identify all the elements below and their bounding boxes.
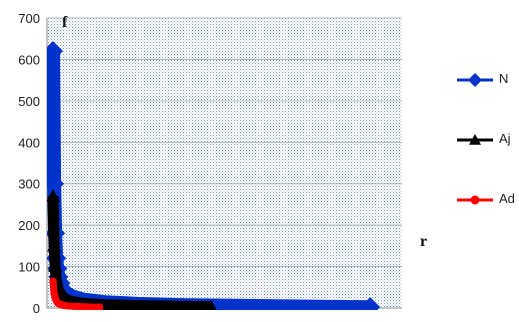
y-tick-label: 0 — [33, 301, 40, 316]
data-point — [47, 189, 60, 202]
gridlines — [47, 17, 402, 267]
legend-item-ad: Ad — [455, 190, 519, 210]
legend: N Aj Ad — [455, 70, 519, 250]
plot-area — [47, 18, 402, 308]
legend-swatch — [457, 134, 493, 145]
data-point — [469, 134, 481, 145]
data-point — [205, 299, 217, 310]
data-point — [58, 301, 67, 309]
y-tick-label: 300 — [18, 177, 40, 192]
data-point — [49, 277, 57, 285]
y-tick-labels: 0 100 200 300 400 500 600 700 — [18, 11, 40, 316]
legend-swatch — [457, 195, 493, 205]
y-axis-label: f — [62, 14, 68, 31]
data-point — [48, 259, 63, 273]
y-tick-label: 700 — [18, 11, 40, 26]
legend-label: Ad — [499, 191, 515, 206]
data-point — [47, 238, 62, 252]
legend-item-aj: Aj — [455, 130, 519, 150]
data-point — [360, 297, 381, 310]
legend-label: Aj — [499, 131, 511, 146]
data-point — [470, 195, 480, 205]
series-group — [47, 41, 381, 310]
x-axis-label: r — [420, 233, 427, 250]
y-tick-label: 100 — [18, 260, 40, 275]
data-point — [468, 73, 482, 87]
data-point — [47, 41, 63, 62]
legend-swatch — [457, 73, 493, 87]
data-point — [47, 173, 65, 194]
legend-label: N — [499, 71, 509, 86]
series-ad — [49, 277, 104, 310]
y-tick-label: 600 — [18, 52, 40, 67]
legend-item-n: N — [455, 70, 519, 90]
y-tick-label: 400 — [18, 135, 40, 150]
data-point — [95, 303, 104, 310]
y-tick-label: 500 — [18, 94, 40, 109]
y-tick-label: 200 — [18, 218, 40, 233]
